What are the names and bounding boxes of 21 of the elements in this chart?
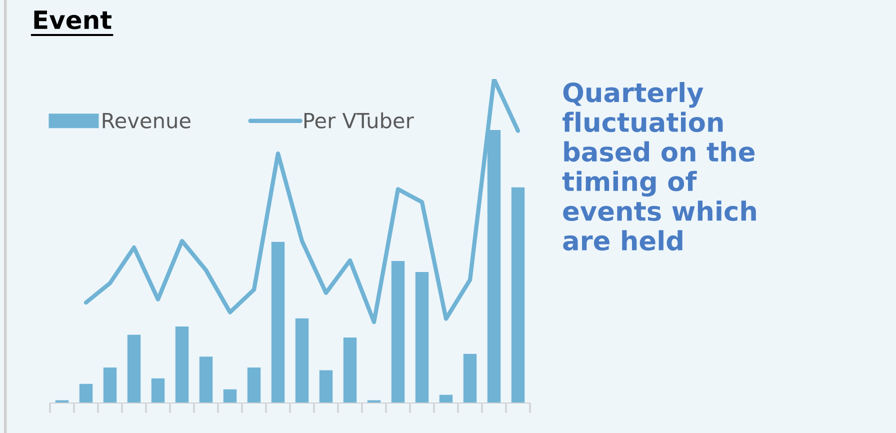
bar bbox=[415, 272, 429, 403]
bar bbox=[103, 368, 117, 403]
bar bbox=[439, 394, 453, 403]
bar bbox=[199, 356, 213, 403]
bar bbox=[319, 370, 333, 403]
bar bbox=[175, 326, 189, 403]
bar bbox=[295, 318, 309, 403]
bar bbox=[391, 261, 405, 403]
bar bbox=[127, 334, 141, 403]
text: Quarterly fluctuation based on the timing of events which are held bbox=[562, 82, 756, 251]
bar bbox=[271, 242, 285, 403]
bar bbox=[511, 187, 525, 403]
bar bbox=[223, 389, 237, 403]
legend-label: Per VTuber bbox=[304, 112, 414, 128]
chart-title: Event bbox=[34, 10, 112, 30]
bar bbox=[247, 368, 261, 403]
bar bbox=[79, 384, 93, 403]
legend-label: Revenue bbox=[102, 112, 190, 128]
bar bbox=[463, 354, 477, 403]
bar bbox=[343, 337, 357, 403]
bar bbox=[151, 378, 165, 403]
